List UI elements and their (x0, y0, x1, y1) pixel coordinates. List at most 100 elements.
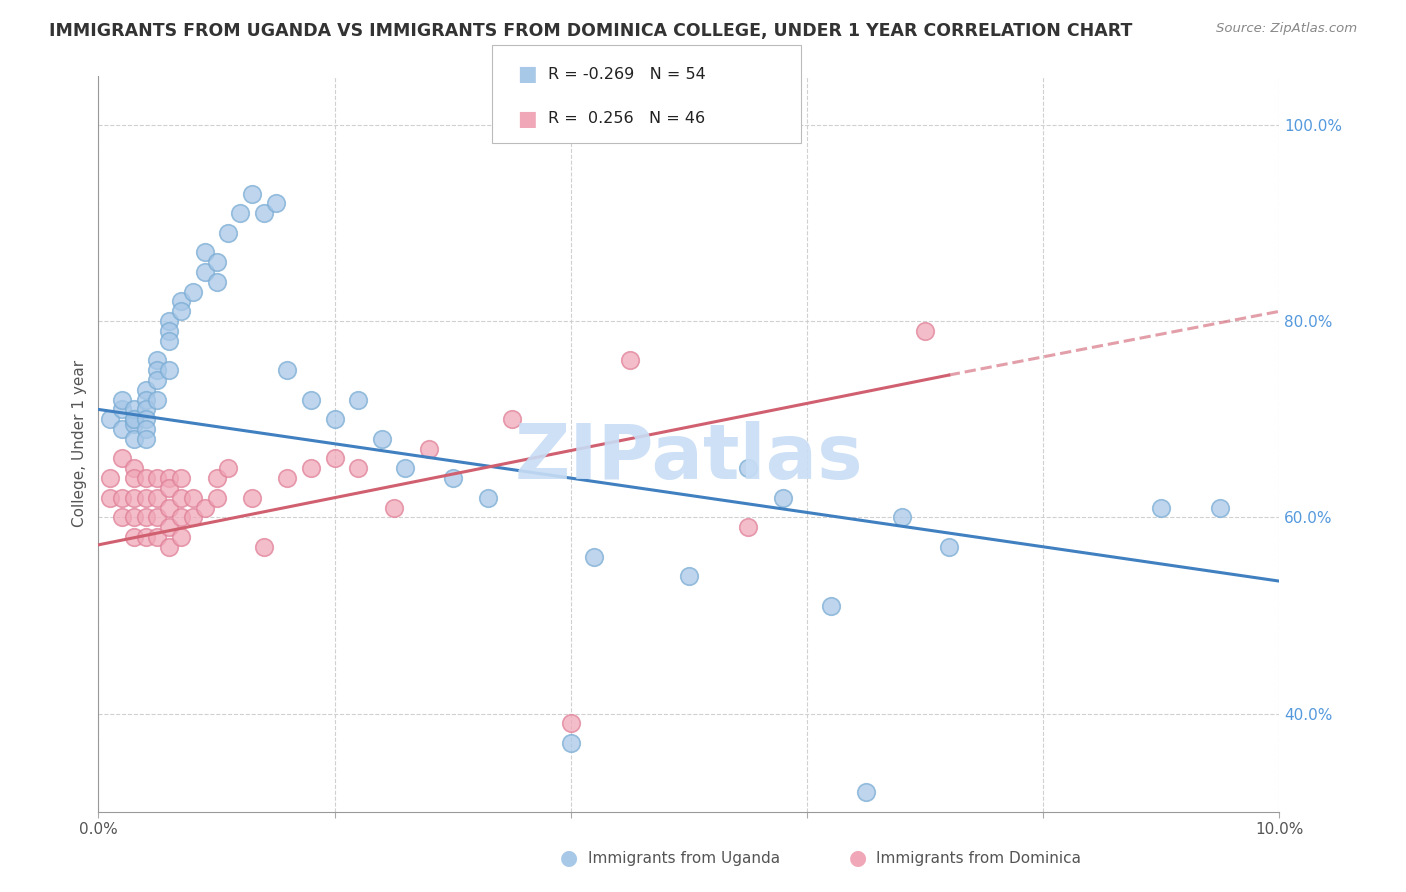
Point (772, 491, 794, 505)
Point (135, 422, 157, 436)
Point (347, 461, 370, 475)
Point (205, 275, 228, 289)
Point (890, 510, 912, 524)
Point (194, 265, 217, 279)
Point (122, 417, 145, 432)
Text: ●: ● (849, 848, 866, 868)
Point (938, 540, 960, 554)
Point (157, 481, 180, 495)
Text: Immigrants from Uganda: Immigrants from Uganda (588, 851, 780, 865)
Point (146, 491, 169, 505)
Point (501, 412, 523, 426)
Point (111, 510, 134, 524)
Point (122, 412, 145, 426)
Point (170, 304, 193, 318)
Point (135, 510, 157, 524)
Point (170, 294, 193, 309)
Point (299, 461, 322, 475)
Text: R = -0.269   N = 54: R = -0.269 N = 54 (548, 67, 706, 81)
Point (276, 471, 298, 485)
Point (217, 461, 239, 475)
Point (146, 392, 169, 407)
Point (170, 491, 193, 505)
Point (194, 500, 217, 515)
Point (157, 334, 180, 348)
Point (157, 520, 180, 534)
Point (382, 500, 405, 515)
Point (441, 471, 464, 485)
Point (98, 471, 121, 485)
Point (135, 392, 157, 407)
Point (157, 314, 180, 328)
Y-axis label: College, Under 1 year: College, Under 1 year (72, 360, 87, 527)
Point (98, 412, 121, 426)
Point (737, 520, 759, 534)
Point (477, 491, 499, 505)
Point (1150, 500, 1173, 515)
Point (135, 432, 157, 446)
Point (347, 392, 370, 407)
Point (157, 471, 180, 485)
Point (157, 500, 180, 515)
Point (560, 736, 582, 750)
Point (194, 245, 217, 260)
Point (111, 392, 134, 407)
Point (560, 716, 582, 731)
Point (181, 285, 204, 299)
Point (394, 461, 416, 475)
Point (146, 510, 169, 524)
Point (181, 510, 204, 524)
Point (170, 530, 193, 544)
Point (418, 442, 440, 456)
Point (135, 383, 157, 397)
Point (253, 540, 276, 554)
Point (205, 491, 228, 505)
Point (146, 530, 169, 544)
Point (122, 510, 145, 524)
Point (122, 402, 145, 417)
Point (205, 255, 228, 269)
Point (170, 510, 193, 524)
Point (323, 451, 346, 466)
Point (229, 206, 252, 220)
Text: R =  0.256   N = 46: R = 0.256 N = 46 (548, 112, 706, 126)
Point (135, 412, 157, 426)
Point (914, 324, 936, 338)
Point (1209, 500, 1232, 515)
Point (122, 530, 145, 544)
Point (181, 491, 204, 505)
Point (122, 471, 145, 485)
Point (240, 186, 263, 201)
Point (371, 432, 394, 446)
Point (111, 491, 134, 505)
Text: ■: ■ (517, 64, 537, 84)
Text: IMMIGRANTS FROM UGANDA VS IMMIGRANTS FROM DOMINICA COLLEGE, UNDER 1 YEAR CORRELA: IMMIGRANTS FROM UGANDA VS IMMIGRANTS FRO… (49, 22, 1133, 40)
Point (98, 491, 121, 505)
Point (111, 451, 134, 466)
Point (146, 471, 169, 485)
Point (820, 599, 842, 613)
Text: Immigrants from Dominica: Immigrants from Dominica (876, 851, 1081, 865)
Text: ●: ● (561, 848, 578, 868)
Point (205, 471, 228, 485)
Point (122, 461, 145, 475)
Point (135, 402, 157, 417)
Point (170, 471, 193, 485)
Point (122, 412, 145, 426)
Point (122, 432, 145, 446)
Text: ■: ■ (517, 109, 537, 128)
Point (111, 422, 134, 436)
Point (737, 461, 759, 475)
Point (323, 412, 346, 426)
Point (299, 392, 322, 407)
Point (157, 540, 180, 554)
Point (157, 363, 180, 377)
Point (135, 471, 157, 485)
Text: Source: ZipAtlas.com: Source: ZipAtlas.com (1216, 22, 1357, 36)
Point (264, 196, 287, 211)
Point (146, 373, 169, 387)
Point (135, 491, 157, 505)
Point (240, 491, 263, 505)
Point (122, 491, 145, 505)
Point (135, 530, 157, 544)
